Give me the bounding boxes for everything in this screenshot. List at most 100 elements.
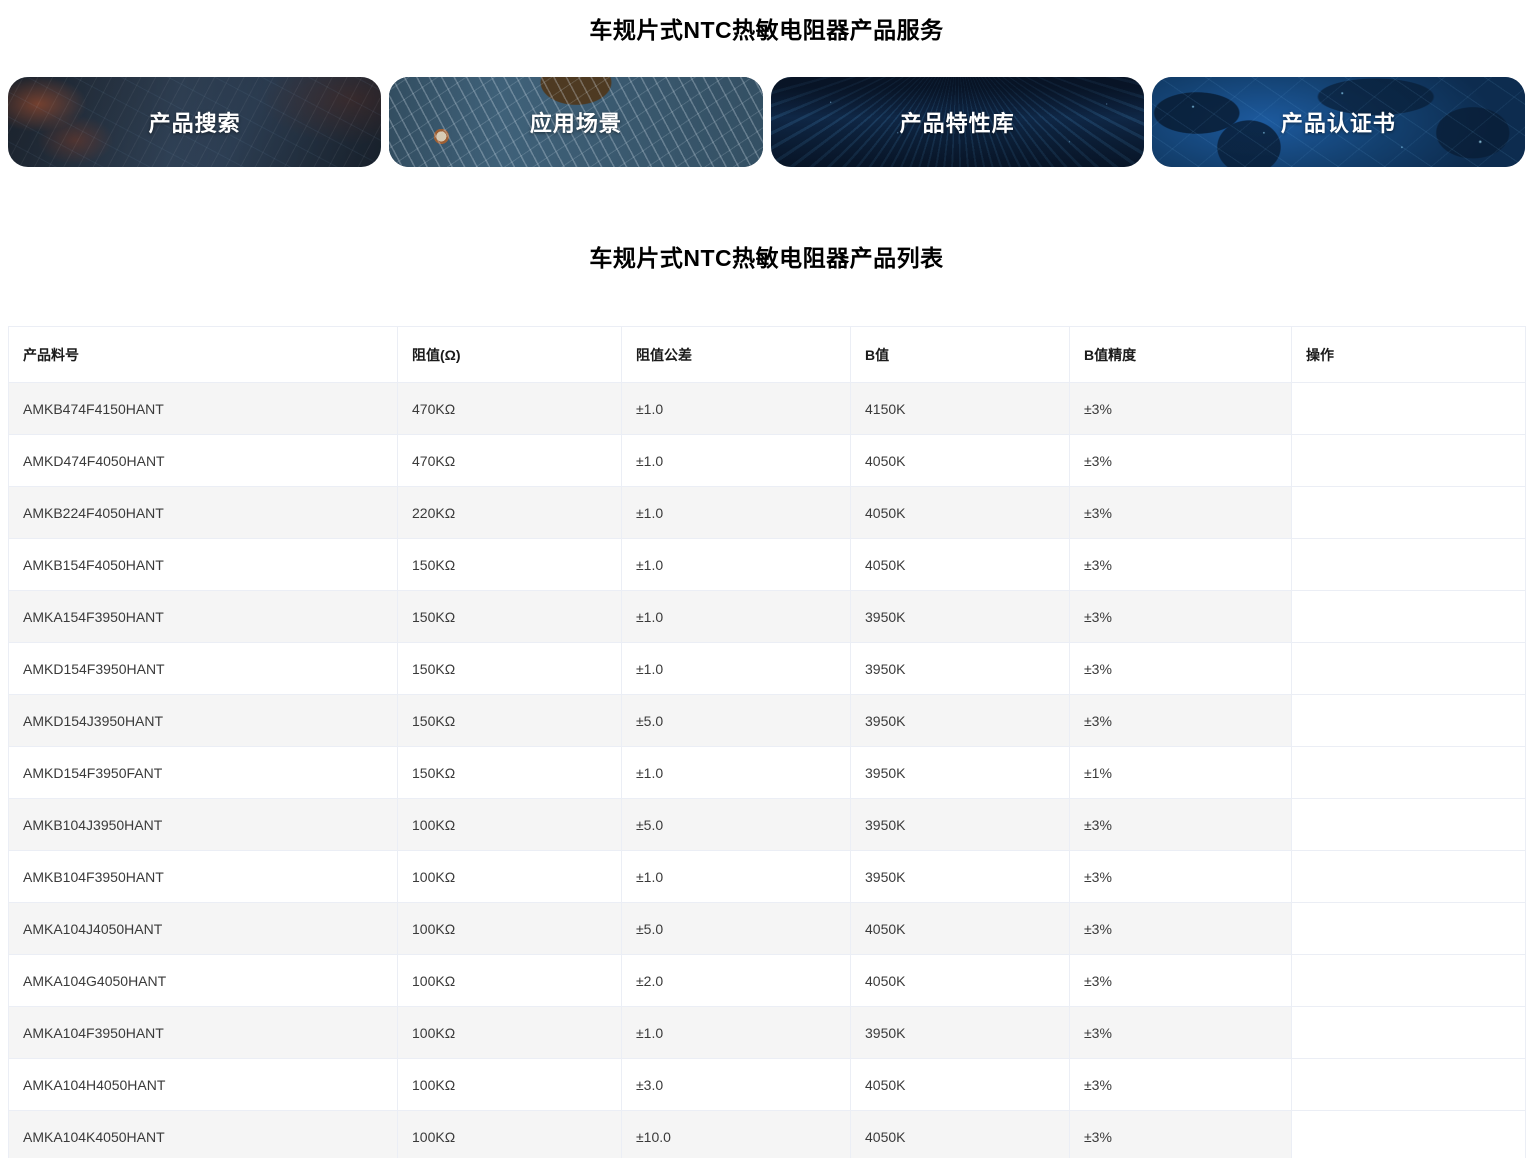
cell-action[interactable] [1291, 902, 1526, 956]
cell-action[interactable] [1291, 486, 1526, 540]
column-header-tolerance[interactable]: 阻值公差 [621, 326, 851, 384]
cell-resistance: 100KΩ [397, 902, 622, 956]
cell-b-value: 4050K [850, 902, 1070, 956]
cell-action[interactable] [1291, 434, 1526, 488]
cell-tolerance: ±1.0 [621, 486, 851, 540]
table-row[interactable]: AMKB474F4150HANT 470KΩ ±1.0 4150K ±3% [8, 382, 1526, 436]
cell-b-value: 4050K [850, 954, 1070, 1008]
cell-resistance: 100KΩ [397, 1110, 622, 1158]
cell-b-accuracy: ±3% [1069, 642, 1292, 696]
cell-part-no: AMKA104J4050HANT [8, 902, 398, 956]
cell-b-accuracy: ±3% [1069, 850, 1292, 904]
table-row[interactable]: AMKA104K4050HANT 100KΩ ±10.0 4050K ±3% [8, 1110, 1526, 1158]
cell-part-no: AMKD154F3950HANT [8, 642, 398, 696]
cell-tolerance: ±1.0 [621, 538, 851, 592]
cell-part-no: AMKD154F3950FANT [8, 746, 398, 800]
cell-action[interactable] [1291, 954, 1526, 1008]
cell-b-accuracy: ±3% [1069, 902, 1292, 956]
cell-action[interactable] [1291, 590, 1526, 644]
library-card-icon [770, 76, 1144, 167]
nav-card-label: 产品认证书 [1280, 110, 1396, 136]
cell-part-no: AMKB104F3950HANT [8, 850, 398, 904]
nav-card-product-search[interactable]: 产品搜索 [8, 76, 382, 167]
cell-part-no: AMKD154J3950HANT [8, 694, 398, 748]
nav-card-label: 产品搜索 [148, 110, 241, 136]
cell-action[interactable] [1291, 746, 1526, 800]
table-row[interactable]: AMKD154J3950HANT 150KΩ ±5.0 3950K ±3% [8, 694, 1526, 748]
table-row[interactable]: AMKB224F4050HANT 220KΩ ±1.0 4050K ±3% [8, 486, 1526, 540]
cell-b-value: 4050K [850, 434, 1070, 488]
cell-action[interactable] [1291, 798, 1526, 852]
cell-b-value: 4050K [850, 1110, 1070, 1158]
cell-resistance: 220KΩ [397, 486, 622, 540]
cell-action[interactable] [1291, 694, 1526, 748]
table-row[interactable]: AMKA104J4050HANT 100KΩ ±5.0 4050K ±3% [8, 902, 1526, 956]
column-header-resistance[interactable]: 阻值(Ω) [397, 326, 622, 384]
table-row[interactable]: AMKD474F4050HANT 470KΩ ±1.0 4050K ±3% [8, 434, 1526, 488]
cell-b-value: 3950K [850, 850, 1070, 904]
cell-b-value: 3950K [850, 590, 1070, 644]
column-header-b-accuracy[interactable]: B值精度 [1069, 326, 1292, 384]
product-list-section-title: 车规片式NTC热敏电阻器产品列表 [589, 244, 944, 271]
scene-card-icon [389, 76, 763, 167]
table-row[interactable]: AMKA104H4050HANT 100KΩ ±3.0 4050K ±3% [8, 1058, 1526, 1112]
table-row[interactable]: AMKA154F3950HANT 150KΩ ±1.0 3950K ±3% [8, 590, 1526, 644]
cell-tolerance: ±1.0 [621, 746, 851, 800]
cell-tolerance: ±1.0 [621, 642, 851, 696]
cell-part-no: AMKB474F4150HANT [8, 382, 398, 436]
cell-b-accuracy: ±3% [1069, 590, 1292, 644]
table-row[interactable]: AMKB104F3950HANT 100KΩ ±1.0 3950K ±3% [8, 850, 1526, 904]
cell-tolerance: ±1.0 [621, 850, 851, 904]
table-row[interactable]: AMKB154F4050HANT 150KΩ ±1.0 4050K ±3% [8, 538, 1526, 592]
cell-action[interactable] [1291, 1110, 1526, 1158]
cell-tolerance: ±5.0 [621, 694, 851, 748]
cell-tolerance: ±2.0 [621, 954, 851, 1008]
cell-action[interactable] [1291, 538, 1526, 592]
product-table: 产品料号 阻值(Ω) 阻值公差 B值 B值精度 操作 AMKB474F4150H… [8, 326, 1526, 1158]
cell-b-accuracy: ±3% [1069, 538, 1292, 592]
cell-resistance: 470KΩ [397, 382, 622, 436]
column-header-action[interactable]: 操作 [1291, 326, 1526, 384]
certificate-card-icon [1151, 76, 1525, 167]
table-row[interactable]: AMKD154F3950HANT 150KΩ ±1.0 3950K ±3% [8, 642, 1526, 696]
page-title: 车规片式NTC热敏电阻器产品服务 [589, 17, 944, 43]
table-row[interactable]: AMKA104F3950HANT 100KΩ ±1.0 3950K ±3% [8, 1006, 1526, 1060]
cell-action[interactable] [1291, 850, 1526, 904]
nav-card-certificate[interactable]: 产品认证书 [1151, 76, 1525, 167]
nav-card-application-scene[interactable]: 应用场景 [389, 76, 763, 167]
cell-action[interactable] [1291, 382, 1526, 436]
table-header-row: 产品料号 阻值(Ω) 阻值公差 B值 B值精度 操作 [8, 326, 1526, 384]
cell-b-value: 3950K [850, 642, 1070, 696]
product-table-head: 产品料号 阻值(Ω) 阻值公差 B值 B值精度 操作 [8, 326, 1526, 384]
cell-b-accuracy: ±3% [1069, 694, 1292, 748]
cell-b-accuracy: ±3% [1069, 434, 1292, 488]
table-row[interactable]: AMKB104J3950HANT 100KΩ ±5.0 3950K ±3% [8, 798, 1526, 852]
cell-tolerance: ±10.0 [621, 1110, 851, 1158]
cell-action[interactable] [1291, 1058, 1526, 1112]
table-row[interactable]: AMKA104G4050HANT 100KΩ ±2.0 4050K ±3% [8, 954, 1526, 1008]
cell-action[interactable] [1291, 642, 1526, 696]
nav-card-label: 产品特性库 [899, 110, 1015, 136]
cell-tolerance: ±1.0 [621, 382, 851, 436]
cell-b-value: 3950K [850, 746, 1070, 800]
cell-tolerance: ±1.0 [621, 1006, 851, 1060]
cell-b-value: 3950K [850, 694, 1070, 748]
cell-part-no: AMKA104H4050HANT [8, 1058, 398, 1112]
cell-resistance: 150KΩ [397, 746, 622, 800]
cell-action[interactable] [1291, 1006, 1526, 1060]
cell-part-no: AMKD474F4050HANT [8, 434, 398, 488]
cell-b-value: 4050K [850, 486, 1070, 540]
nav-card-list: 产品搜索 应用场景 产品特性库 产品认证书 [0, 45, 1533, 167]
cell-resistance: 100KΩ [397, 954, 622, 1008]
nav-card-label: 应用场景 [529, 110, 622, 136]
column-header-part-no[interactable]: 产品料号 [8, 326, 398, 384]
column-header-b-value[interactable]: B值 [850, 326, 1070, 384]
cell-b-accuracy: ±3% [1069, 798, 1292, 852]
cell-part-no: AMKA104K4050HANT [8, 1110, 398, 1158]
cell-b-value: 4150K [850, 382, 1070, 436]
cell-tolerance: ±5.0 [621, 902, 851, 956]
nav-card-feature-library[interactable]: 产品特性库 [770, 76, 1144, 167]
product-table-body: AMKB474F4150HANT 470KΩ ±1.0 4150K ±3% AMKD474… [8, 382, 1526, 1158]
table-row[interactable]: AMKD154F3950FANT 150KΩ ±1.0 3950K ±1% [8, 746, 1526, 800]
cell-resistance: 150KΩ [397, 590, 622, 644]
